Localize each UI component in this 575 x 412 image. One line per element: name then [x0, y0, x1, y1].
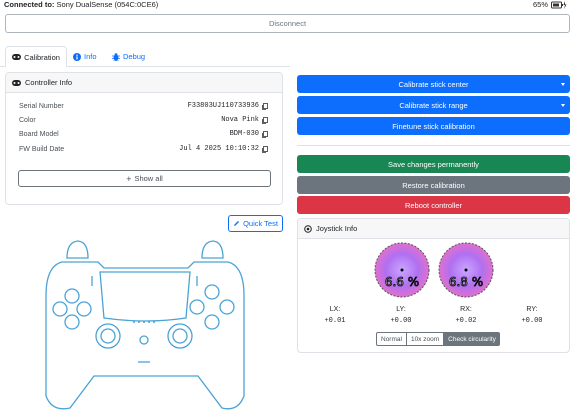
plus-icon: +: [126, 173, 132, 184]
tab-label: Info: [84, 52, 97, 61]
stick-visualizers: 6.6 % 6.8 %: [374, 242, 494, 298]
value-text: Nova Pink: [221, 116, 259, 124]
axis-value: +0.00: [390, 317, 412, 325]
button-label: Save changes permanently: [388, 159, 479, 169]
pencil-icon: [234, 221, 240, 226]
joystick-icon: [304, 224, 312, 233]
info-value: BDM-030: [230, 130, 268, 138]
restore-button[interactable]: Restore calibration: [297, 176, 570, 194]
button-label: Reboot controller: [404, 200, 463, 210]
gamepad-icon: [12, 54, 22, 60]
device-name: Sony DualSense (054C:0CE6): [56, 0, 159, 9]
connection-status: Connected to: Sony DualSense (054C:0CE6): [4, 0, 158, 9]
card-title: Controller Info: [25, 78, 73, 87]
tab-debug[interactable]: Debug: [112, 46, 145, 67]
battery-level: 65%: [532, 0, 548, 9]
card-header: Controller Info: [6, 73, 282, 93]
separator: [297, 145, 570, 146]
quick-test-button[interactable]: Quick Test: [228, 215, 283, 232]
axis-label: RX:: [460, 306, 472, 313]
save-button[interactable]: Save changes permanently: [297, 155, 570, 173]
info-icon: [73, 52, 81, 61]
calibrate-range-button[interactable]: Calibrate stick range: [297, 96, 570, 114]
info-value: Jul 4 2025 10:10:32: [179, 145, 268, 153]
mode-zoom[interactable]: 10x zoom: [406, 332, 445, 346]
axis-label: LX:: [329, 306, 341, 313]
button-label: Show all: [134, 174, 163, 183]
info-label: FW Build Date: [19, 146, 65, 153]
button-label: Calibrate stick range: [399, 100, 468, 110]
view-mode-group: Normal 10x zoom Check circularity: [376, 332, 500, 346]
disconnect-button[interactable]: Disconnect: [5, 14, 570, 33]
reboot-button[interactable]: Reboot controller: [297, 196, 570, 214]
show-all-button[interactable]: + Show all: [18, 170, 271, 187]
axis-label: RY:: [526, 306, 538, 313]
copy-icon[interactable]: [262, 145, 268, 153]
calibrate-center-button[interactable]: Calibrate stick center: [297, 75, 570, 93]
value-text: BDM-030: [229, 130, 259, 138]
battery-status: 65%: [533, 0, 567, 9]
button-label: Quick Test: [243, 219, 278, 228]
axis-value: +0.00: [521, 317, 543, 325]
copy-icon[interactable]: [262, 102, 268, 110]
joystick-info-card: Joystick Info: [297, 218, 570, 353]
button-label: Calibrate stick center: [398, 79, 469, 89]
info-label: Color: [19, 117, 36, 124]
mode-normal[interactable]: Normal: [376, 332, 407, 346]
button-label: Finetune stick calibration: [392, 121, 475, 131]
bug-icon: [112, 52, 120, 61]
value-text: F33803UJ110733936: [187, 102, 259, 110]
left-stick: 6.6 %: [374, 242, 430, 298]
card-title: Joystick Info: [316, 224, 358, 233]
controller-info-card: Controller Info Serial Number F33803UJ110…: [5, 72, 283, 205]
tab-divider: [0, 66, 290, 67]
tab-label: Debug: [123, 52, 146, 61]
info-label: Serial Number: [19, 103, 64, 110]
info-label: Board Model: [19, 131, 59, 138]
circularity-value: 6.8 %: [449, 275, 483, 289]
copy-icon[interactable]: [262, 116, 268, 124]
info-value: F33803UJ110733936: [188, 102, 268, 110]
axis-value: +0.02: [455, 317, 477, 325]
tab-calibration[interactable]: Calibration: [5, 46, 67, 67]
right-stick: 6.8 %: [438, 242, 494, 298]
tab-info[interactable]: Info: [73, 46, 97, 67]
mode-circularity[interactable]: Check circularity: [444, 332, 500, 346]
gamepad-icon: [12, 79, 21, 86]
info-value: Nova Pink: [221, 116, 268, 124]
connected-label: Connected to:: [4, 0, 55, 9]
tab-label: Calibration: [24, 52, 60, 62]
finetune-button[interactable]: Finetune stick calibration: [297, 117, 570, 135]
axis-value: +0.01: [324, 317, 346, 325]
value-text: Jul 4 2025 10:10:32: [179, 145, 259, 153]
dropdown-caret: [561, 104, 565, 107]
controller-illustration: [45, 240, 245, 410]
button-label: Restore calibration: [402, 180, 465, 190]
dropdown-caret: [561, 83, 565, 86]
copy-icon[interactable]: [262, 130, 268, 138]
axis-label: LY:: [396, 306, 406, 313]
circularity-value: 6.6 %: [385, 275, 419, 289]
card-header: Joystick Info: [298, 219, 569, 239]
battery-icon: [551, 0, 567, 9]
